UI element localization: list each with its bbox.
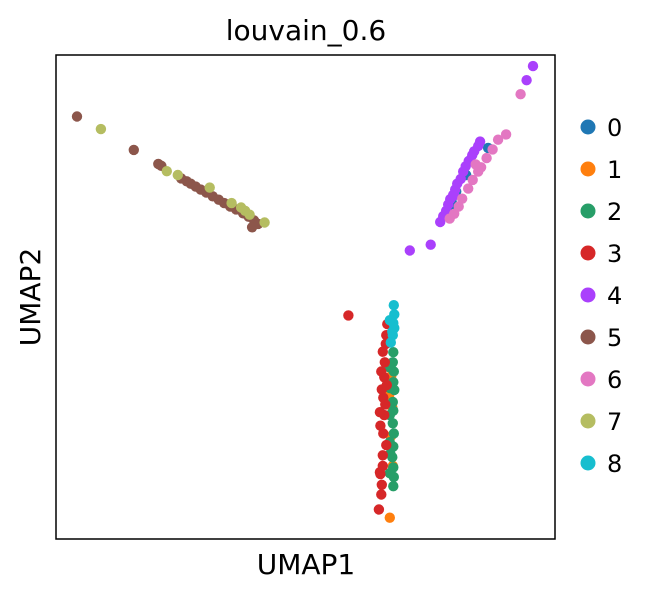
legend-item-8: 8 — [580, 450, 622, 478]
legend-label-6: 6 — [607, 366, 622, 394]
legend-item-7: 7 — [580, 408, 622, 436]
scatter-point-cluster-2-6 — [387, 418, 398, 429]
scatter-point-cluster-3-6 — [374, 467, 386, 478]
scatter-point-cluster-4-3 — [425, 239, 436, 250]
scatter-point-cluster-3-2 — [376, 489, 387, 500]
legend-marker-1 — [580, 161, 596, 177]
scatter-point-cluster-8-7 — [385, 337, 396, 348]
scatter-point-cluster-3-1 — [373, 504, 385, 515]
scatter-point-cluster-7-3 — [204, 182, 215, 193]
scatter-point-cluster-2-0 — [388, 481, 399, 492]
scatter-point-cluster-8-6 — [384, 315, 395, 326]
scatter-point-cluster-3-22 — [381, 439, 392, 451]
legend-label-2: 2 — [607, 198, 622, 226]
scatter-point-cluster-2-19 — [384, 468, 395, 479]
scatter-point-cluster-1-0 — [384, 512, 395, 523]
scatter-point-cluster-6-3 — [487, 144, 498, 155]
scatter-point-cluster-7-7 — [244, 209, 255, 220]
legend-marker-5 — [580, 329, 596, 345]
scatter-point-cluster-3-7 — [377, 450, 388, 461]
scatter-point-cluster-3-9 — [375, 420, 386, 431]
legend-marker-2 — [580, 203, 596, 219]
legend: 0 1 2 3 4 5 6 7 8 — [580, 114, 622, 478]
scatter-point-cluster-7-4 — [226, 197, 237, 209]
legend-label-7: 7 — [607, 408, 622, 436]
legend-marker-3 — [580, 245, 596, 261]
legend-item-5: 5 — [580, 324, 622, 352]
scatter-point-cluster-6-8 — [463, 183, 474, 194]
scatter-point-cluster-5-0 — [71, 111, 83, 122]
legend-marker-8 — [580, 455, 596, 471]
scatter-point-cluster-6-7 — [467, 174, 478, 186]
scatter-point-cluster-6-12 — [444, 213, 455, 224]
scatter-point-cluster-6-0 — [515, 89, 526, 100]
chart-title: louvain_0.6 — [226, 14, 386, 47]
legend-item-3: 3 — [580, 240, 622, 268]
scatter-point-cluster-3-11 — [374, 407, 386, 418]
legend-label-1: 1 — [607, 156, 622, 184]
scatter-point-cluster-3-23 — [381, 379, 392, 391]
scatter-point-cluster-2-13 — [388, 347, 399, 358]
legend-item-4: 4 — [580, 282, 622, 310]
legend-item-2: 2 — [580, 198, 622, 226]
legend-marker-7 — [580, 413, 596, 429]
scatter-point-cluster-5-19 — [246, 222, 258, 233]
scatter-point-cluster-7-0 — [95, 123, 107, 135]
scatter-point-cluster-3-0 — [343, 310, 354, 321]
scatter-point-cluster-3-15 — [376, 366, 387, 377]
scatter-point-cluster-7-1 — [161, 166, 172, 177]
legend-label-5: 5 — [607, 324, 622, 352]
legend-marker-4 — [580, 287, 596, 303]
legend-label-8: 8 — [607, 450, 622, 478]
scatter-point-cluster-4-0 — [527, 60, 539, 72]
legend-label-4: 4 — [607, 282, 622, 310]
legend-marker-6 — [580, 371, 596, 387]
scatter-point-cluster-5-1 — [128, 144, 139, 156]
x-axis-label: UMAP1 — [257, 548, 356, 581]
scatter-point-cluster-6-2 — [492, 134, 504, 145]
plot-frame — [55, 54, 556, 540]
scatter-point-cluster-3-21 — [380, 399, 391, 410]
scatter-point-cluster-4-19 — [474, 136, 486, 147]
y-axis-label: UMAP2 — [14, 248, 47, 347]
scatter-point-cluster-6-13 — [470, 159, 481, 170]
scatter-point-cluster-3-3 — [376, 479, 387, 490]
legend-item-1: 1 — [580, 156, 622, 184]
legend-label-3: 3 — [607, 240, 622, 268]
scatter-point-cluster-3-8 — [378, 428, 389, 439]
scatter-point-cluster-6-1 — [500, 129, 512, 140]
scatter-point-cluster-8-5 — [388, 300, 399, 311]
points-layer — [71, 60, 539, 523]
scatter-point-cluster-7-2 — [172, 169, 183, 181]
scatter-point-cluster-6-4 — [481, 152, 492, 164]
legend-marker-0 — [580, 119, 596, 135]
scatter-point-cluster-6-9 — [457, 193, 468, 204]
legend-label-0: 0 — [607, 114, 622, 142]
scatter-point-cluster-4-1 — [521, 75, 532, 86]
legend-item-0: 0 — [580, 114, 622, 142]
scatter-point-cluster-2-5 — [388, 428, 399, 439]
legend-item-6: 6 — [580, 366, 622, 394]
scatter-point-cluster-4-20 — [449, 190, 460, 201]
scatter-point-cluster-4-2 — [404, 245, 415, 256]
scatter-point-cluster-3-16 — [379, 357, 390, 368]
scatter-point-cluster-3-17 — [377, 346, 388, 357]
scatter-point-cluster-7-8 — [259, 217, 270, 228]
